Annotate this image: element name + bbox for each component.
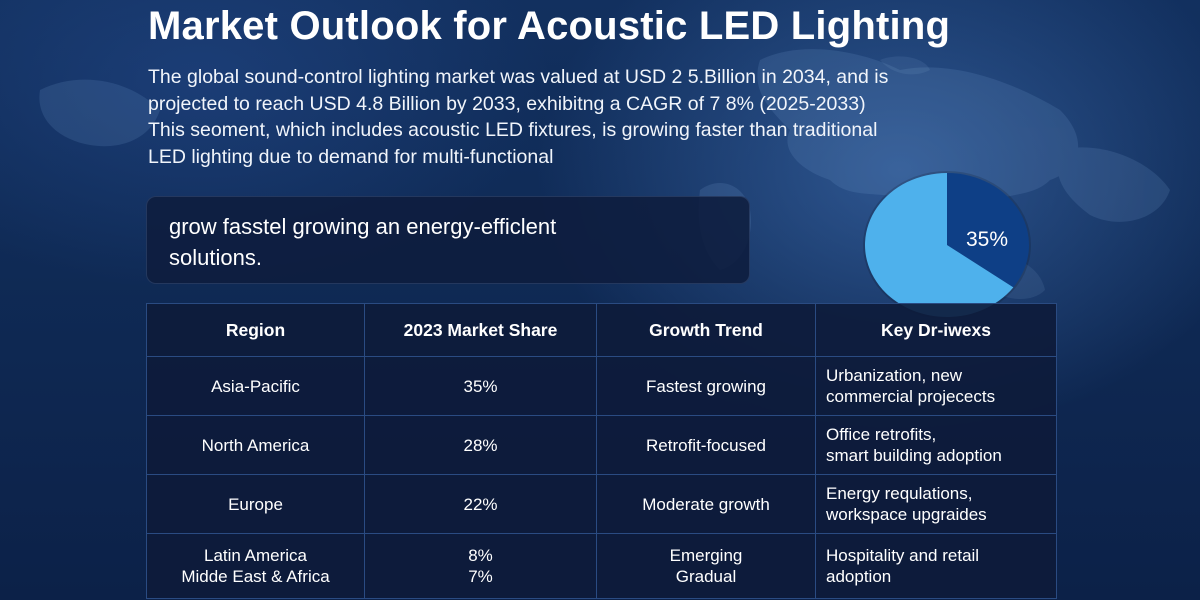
cell-line: smart building adoption <box>826 446 1002 465</box>
regional-market-table: Region 2023 Market Share Growth Trend Ke… <box>146 303 1057 599</box>
market-share-pie-chart: 35% <box>863 171 1031 319</box>
header-growth-trend: Growth Trend <box>596 303 816 357</box>
cell-region: Latin America Midde East & Africa <box>146 533 365 599</box>
cell-drivers: Urbanization, new commercial projecects <box>815 356 1057 416</box>
table-row: North America 28% Retrofit-focused Offic… <box>146 415 1057 475</box>
cell-trend: Moderate growth <box>596 474 816 534</box>
intro-line: projected to reach USD 4.8 Billion by 20… <box>148 92 866 115</box>
cell-line: workspace upgraides <box>826 505 987 524</box>
header-key-drivers: Key Dr-iwexs <box>815 303 1057 357</box>
cell-drivers: Office retrofits, smart building adoptio… <box>815 415 1057 475</box>
intro-paragraph: The global sound-control lighting market… <box>148 64 1048 170</box>
intro-line: LED lighting due to demand for multi-fun… <box>148 145 554 168</box>
header-region: Region <box>146 303 365 357</box>
cell-trend: Retrofit-focused <box>596 415 816 475</box>
cell-line: Emerging <box>669 546 743 565</box>
cell-share: 8% 7% <box>364 533 597 599</box>
cell-trend: Fastest growing <box>596 356 816 416</box>
header-market-share: 2023 Market Share <box>364 303 597 357</box>
cell-line: commercial projecects <box>826 387 996 406</box>
pie-slice-label: 35% <box>966 228 1008 251</box>
table-row: Europe 22% Moderate growth Energy requla… <box>146 474 1057 534</box>
cell-line: Office retrofits, <box>826 425 937 444</box>
cell-line: 7% <box>468 567 493 586</box>
table-row: Asia-Pacific 35% Fastest growing Urbaniz… <box>146 356 1057 416</box>
cell-share: 35% <box>364 356 597 416</box>
cell-share: 28% <box>364 415 597 475</box>
cell-drivers: Energy requlations, workspace upgraides <box>815 474 1057 534</box>
table-row: Latin America Midde East & Africa 8% 7% … <box>146 533 1057 599</box>
cell-line: adoption <box>826 567 892 586</box>
pie-slice-1 <box>947 173 1029 288</box>
cell-line: Urbanization, new <box>826 366 963 385</box>
cell-line: Energy requlations, <box>826 484 973 503</box>
cell-region: Asia-Pacific <box>146 356 365 416</box>
pie-slice-2 <box>865 173 1014 317</box>
intro-line: This seoment, which includes acoustic LE… <box>148 119 878 141</box>
cell-trend: Emerging Gradual <box>596 533 816 599</box>
cell-line: Hospitality and retail <box>826 546 980 565</box>
cell-line: Gradual <box>675 567 737 586</box>
callout-box: grow fasstel growing an energy-efficlent… <box>146 196 750 284</box>
page-title: Market Outlook for Acoustic LED Lighting <box>148 4 951 48</box>
cell-line: Latin America <box>204 546 307 565</box>
cell-share: 22% <box>364 474 597 534</box>
intro-line: The global sound-control lighting market… <box>148 66 889 88</box>
cell-region: North America <box>146 415 365 475</box>
cell-line: Midde East & Africa <box>181 567 330 586</box>
cell-region: Europe <box>146 474 365 534</box>
callout-line: grow fasstel growing an energy-efficlent <box>169 214 557 239</box>
table-header-row: Region 2023 Market Share Growth Trend Ke… <box>146 303 1057 357</box>
cell-line: 8% <box>468 546 493 565</box>
cell-drivers: Hospitality and retail adoption <box>815 533 1057 599</box>
callout-line: solutions. <box>169 245 262 270</box>
